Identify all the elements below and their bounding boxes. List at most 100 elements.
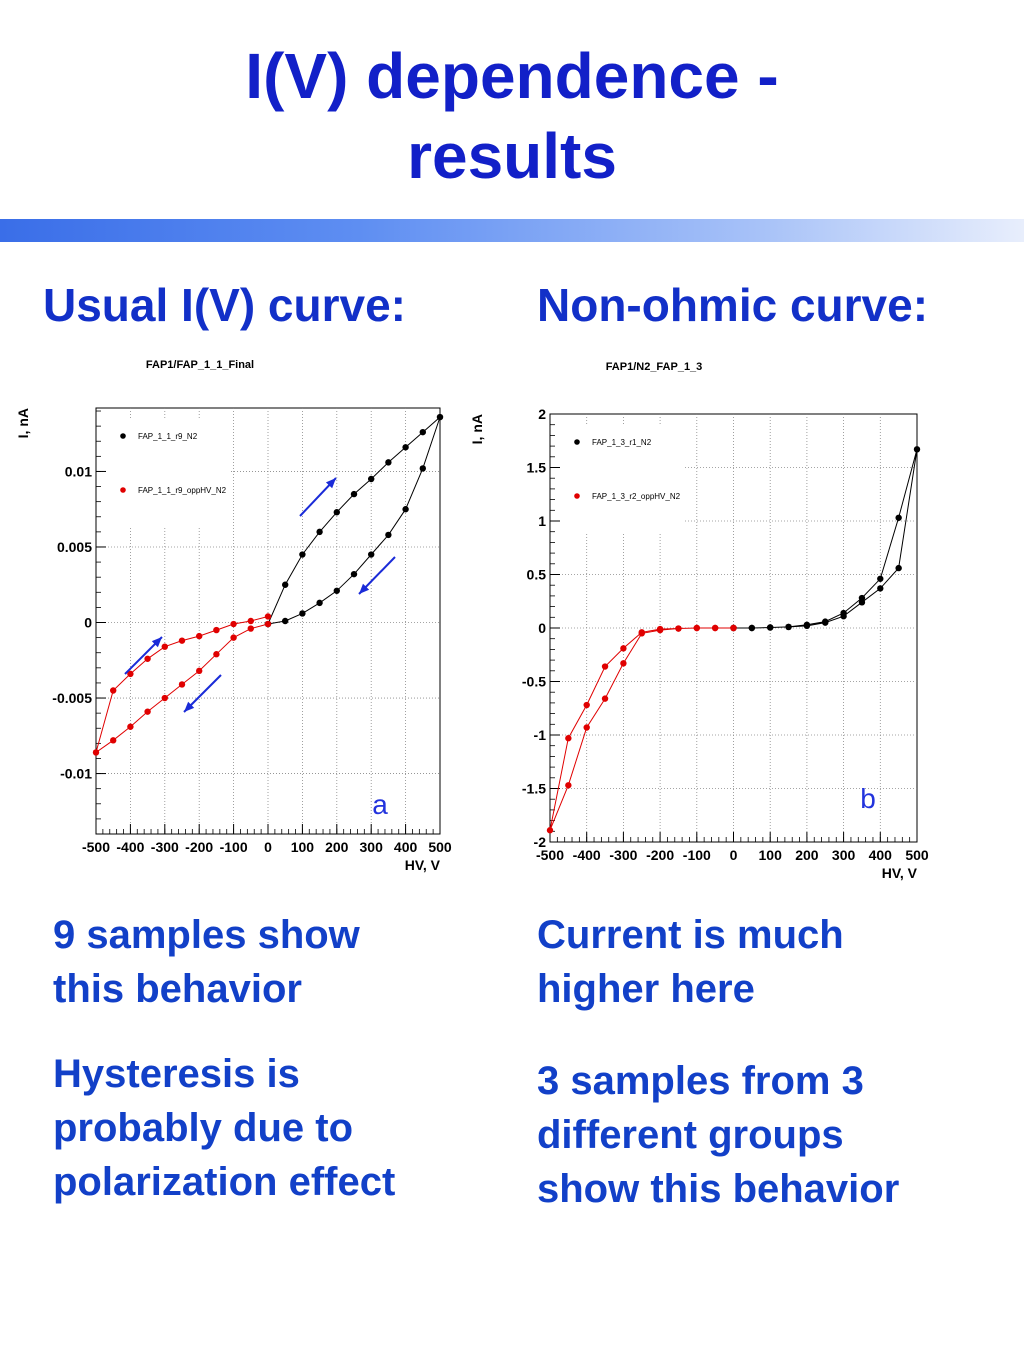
chart-a-series-1-point-5 — [178, 637, 186, 644]
chart-b-y-tick-label-7: 1.5 — [527, 460, 547, 476]
chart-b-x-axis-label: HV, V — [882, 865, 918, 881]
slide-title-line-1: I(V) dependence - — [245, 40, 779, 112]
chart-b-legend-label-1: FAP_1_3_r2_oppHV_N2 — [592, 492, 681, 501]
chart-b-x-tick-label-9: 400 — [869, 847, 893, 863]
left-paragraph-2-line-3: polarization effect — [53, 1160, 396, 1204]
chart-a-series-1-point-19 — [247, 625, 254, 632]
right-paragraph-2-line-1: 3 samples from 3 — [537, 1059, 864, 1103]
chart-b-x-tick-label-3: -200 — [646, 847, 674, 863]
chart-a-series-1-point-16 — [196, 667, 203, 675]
chart-b-y-tick-label-8: 2 — [538, 406, 546, 422]
chart-a-series-1-point-15 — [178, 681, 186, 688]
chart-a-x-tick-label-4: -100 — [220, 839, 248, 855]
left-paragraph-2-line-1: Hysteresis is — [53, 1052, 300, 1096]
chart-a-series-1-point-13 — [144, 708, 151, 715]
chart-b-series-0-point-15 — [822, 619, 829, 626]
chart-a-series-1-point-9 — [110, 687, 117, 694]
chart-a-legend-label-0: FAP_1_1_r9_N2 — [138, 432, 198, 441]
chart-a-arrow-up-right-icon-head — [325, 478, 336, 489]
chart-a-y-axis-label: I, nA — [15, 408, 31, 438]
chart-a-y-tick-label-3: 0.005 — [57, 539, 92, 555]
right-paragraph-1-line-1: Current is much — [537, 913, 844, 957]
chart-a-series-1-point-8 — [127, 670, 134, 678]
chart-a-arrow-down-left-icon-head — [184, 701, 195, 712]
chart-b-x-tick-label-1: -400 — [573, 847, 601, 863]
left-paragraph-1-line-2: this behavior — [53, 967, 302, 1011]
chart-b-series-0-point-14 — [840, 613, 847, 620]
chart-b-x-tick-label-0: -500 — [536, 847, 564, 863]
chart-a-x-axis-label: HV, V — [405, 857, 441, 873]
chart-b-series-1-point-14 — [620, 660, 627, 667]
chart-b: -500 -400 -300 -200 -100 0 100 200 300 400 500 -2 -1… — [470, 348, 940, 898]
chart-b-series-1-point-18 — [693, 624, 700, 632]
chart-b-series-0-point-8 — [877, 575, 884, 582]
chart-a-series-0-point-5 — [350, 490, 358, 498]
chart-a-series-0-point-4 — [333, 509, 340, 516]
chart-b-series-1-point-20 — [730, 624, 737, 632]
chart-b-series-1-point-15 — [638, 630, 645, 637]
chart-b-x-tick-label-4: -100 — [683, 847, 711, 863]
slide-title-line-2: results — [407, 120, 617, 192]
chart-b-y-tick-label-5: 0.5 — [527, 567, 547, 583]
chart-a-y-tick-label-1: -0.005 — [52, 690, 92, 706]
chart-b-x-tick-label-2: -300 — [609, 847, 637, 863]
chart-a-x-tick-label-8: 300 — [360, 839, 384, 855]
chart-a-series-0-point-9 — [419, 428, 426, 436]
chart-a-x-tick-label-9: 400 — [394, 839, 418, 855]
chart-b-y-axis-label: I, nA — [470, 414, 485, 444]
chart-a-legend-marker-0 — [120, 433, 126, 439]
title-divider-bar — [0, 219, 1024, 242]
chart-a-series-0-point-10 — [436, 413, 444, 421]
left-paragraph-1: 9 samples show this behavior — [53, 908, 360, 1016]
chart-b-series-0-point-16 — [803, 622, 811, 630]
chart-b-series-1-point-16 — [656, 626, 664, 634]
chart-a-series-0-point-13 — [385, 531, 392, 539]
chart-b-y-tick-label-2: -1 — [534, 727, 547, 743]
chart-a-series-1-point-1 — [247, 617, 254, 625]
chart-b-x-tick-label-6: 100 — [759, 847, 783, 863]
chart-b-series-0-point-17 — [785, 623, 792, 631]
chart-a-svg: -500 -400 -300 -200 -100 0 100 200 300 400 500 -0.0… — [15, 359, 452, 873]
chart-a-y-tick-label-4: 0.01 — [65, 463, 92, 479]
chart-a-series-0-point-14 — [368, 551, 375, 558]
chart-a-series-0-point-12 — [402, 506, 409, 513]
chart-b-series-1-point-11 — [565, 782, 572, 789]
chart-a-series-0-point-17 — [316, 599, 323, 607]
chart-b-x-tick-label-8: 300 — [832, 847, 856, 863]
chart-a-x-tick-label-5: 0 — [264, 839, 272, 855]
chart-b-y-tick-label-0: -2 — [534, 834, 547, 850]
chart-a-series-0-point-16 — [333, 587, 340, 594]
chart-b-x-tick-label-5: 0 — [730, 847, 738, 863]
chart-b-legend-marker-1 — [574, 493, 580, 499]
chart-b-series-1-point-13 — [601, 695, 609, 702]
chart-a-series-1-point-4 — [196, 632, 203, 640]
chart-a-series-0-point-11 — [419, 465, 426, 472]
chart-a-x-tick-label-2: -300 — [151, 839, 179, 855]
chart-b-y-tick-label-6: 1 — [538, 513, 546, 529]
chart-a-series-1-point-17 — [213, 651, 220, 658]
chart-a-x-tick-label-1: -400 — [116, 839, 144, 855]
chart-a-series-0-point-8 — [402, 444, 409, 451]
chart-a-series-0-point-2 — [299, 551, 306, 558]
chart-b-series-1-point-7 — [601, 663, 609, 670]
chart-b-legend-label-0: FAP_1_3_r1_N2 — [592, 438, 652, 447]
chart-b-series-1-point-12 — [583, 724, 590, 731]
chart-b-y-tick-label-3: -0.5 — [522, 674, 546, 690]
chart-a-series-1-point-20 — [264, 620, 272, 628]
chart-a-series-0-point-3 — [316, 528, 323, 536]
chart-a-series-0-point-15 — [350, 570, 358, 578]
chart-a-x-tick-label-0: -500 — [82, 839, 110, 855]
chart-a-series-1-point-11 — [110, 737, 117, 744]
chart-b-series-1-point-6 — [620, 645, 627, 652]
right-paragraph-2-line-2: different groups — [537, 1113, 844, 1157]
chart-a-series-1-point-0 — [264, 613, 272, 620]
right-paragraph-2-line-3: show this behavior — [537, 1167, 900, 1211]
chart-b-title: FAP1/N2_FAP_1_3 — [606, 361, 703, 373]
left-paragraph-1-line-1: 9 samples show — [53, 913, 360, 957]
chart-a-series-1-point-10 — [92, 749, 100, 756]
chart-b-y-tick-label-4: 0 — [538, 620, 546, 636]
chart-a-x-tick-label-3: -200 — [185, 839, 213, 855]
chart-b-series-0-point-9 — [895, 514, 902, 521]
right-heading: Non-ohmic curve: — [537, 279, 929, 331]
chart-a-legend-box — [106, 420, 231, 526]
